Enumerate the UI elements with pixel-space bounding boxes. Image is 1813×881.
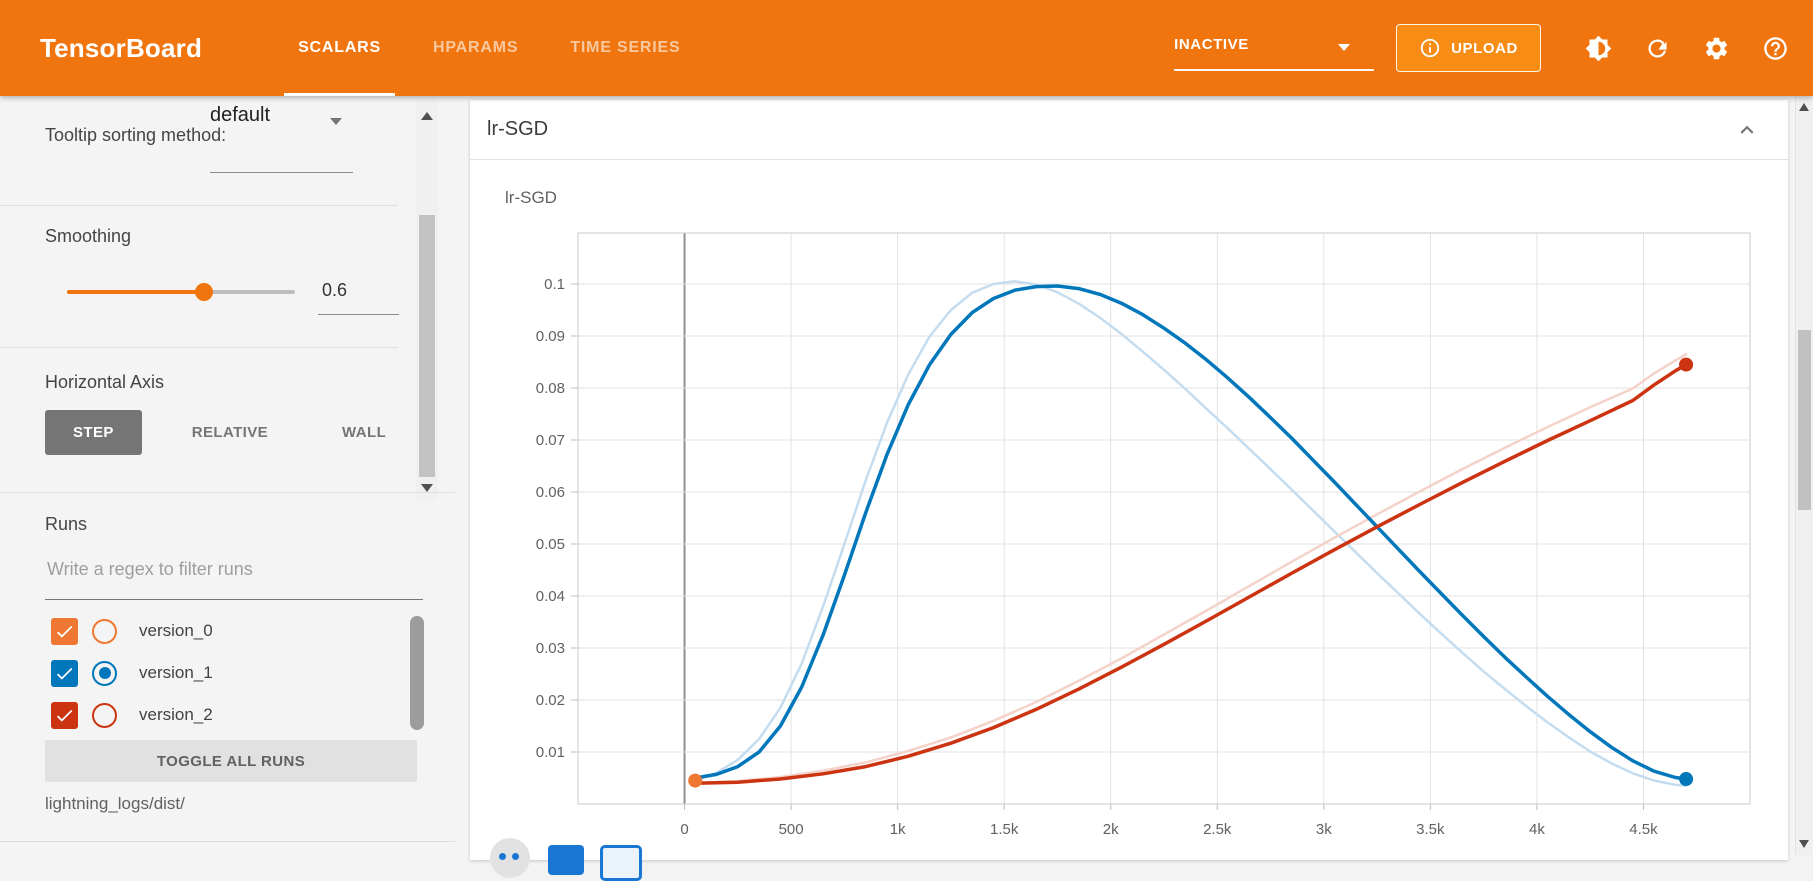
svg-text:2.5k: 2.5k	[1203, 821, 1232, 838]
svg-text:3.5k: 3.5k	[1416, 821, 1445, 838]
run-checkbox[interactable]	[51, 659, 78, 687]
smoothing-slider-thumb[interactable]	[194, 283, 213, 301]
toggle-all-runs-button[interactable]: TOGGLE ALL RUNS	[45, 740, 417, 782]
runs-scrollbar-thumb[interactable]	[410, 616, 424, 730]
scroll-up-icon[interactable]	[421, 112, 433, 120]
svg-text:4.5k: 4.5k	[1629, 821, 1658, 838]
runs-filter-input[interactable]	[45, 558, 427, 581]
refresh-icon[interactable]	[1644, 35, 1671, 62]
logdir-path: lightning_logs/dist/	[45, 794, 185, 813]
scroll-down-icon[interactable]	[1799, 840, 1809, 848]
scalar-group-card: lr-SGD lr-SGD 0 500 1k 1.5k 2k 2.5k 3k 3.5k 4k 4.…	[470, 100, 1788, 881]
info-icon	[1419, 37, 1441, 59]
scrollbar-thumb[interactable]	[1798, 330, 1811, 510]
svg-text:500: 500	[779, 821, 804, 838]
tab-hparams[interactable]: HPARAMS	[433, 39, 519, 56]
run-radio[interactable]	[92, 660, 117, 686]
expand-card-icon[interactable]	[548, 845, 584, 875]
app-logo: TensorBoard	[40, 32, 203, 63]
brightness-icon[interactable]	[1585, 35, 1612, 62]
help-icon[interactable]	[1762, 35, 1789, 62]
fit-domain-icon[interactable]	[600, 845, 642, 881]
horizontal-axis-toggle: STEP RELATIVE WALL	[45, 410, 410, 455]
svg-text:0.05: 0.05	[536, 536, 565, 553]
axis-relative-button[interactable]: RELATIVE	[191, 424, 269, 441]
horizontal-axis-label: Horizontal Axis	[45, 372, 165, 392]
chevron-down-icon[interactable]	[330, 118, 342, 125]
svg-text:0.07: 0.07	[536, 432, 565, 449]
axis-step-button[interactable]: STEP	[45, 410, 142, 455]
svg-text:1k: 1k	[890, 821, 906, 838]
smoothing-slider[interactable]	[67, 283, 295, 301]
scrollbar-thumb[interactable]	[419, 215, 435, 477]
app-header: TensorBoard SCALARS HPARAMS TIME SERIES …	[0, 0, 1813, 96]
axis-wall-button[interactable]: WALL	[342, 424, 387, 441]
card-actions	[490, 838, 642, 881]
svg-text:4k: 4k	[1529, 821, 1545, 838]
svg-text:0.09: 0.09	[536, 328, 565, 345]
settings-gear-icon[interactable]	[1703, 35, 1730, 62]
svg-text:0.03: 0.03	[536, 640, 565, 657]
collapse-chevron-up-icon[interactable]	[1734, 117, 1760, 143]
svg-text:1.5k: 1.5k	[990, 821, 1019, 838]
tab-scalars[interactable]: SCALARS	[272, 0, 407, 96]
upload-button-label: UPLOAD	[1451, 39, 1518, 57]
divider	[0, 205, 398, 206]
divider	[0, 347, 398, 348]
run-radio[interactable]	[92, 702, 117, 728]
scroll-up-icon[interactable]	[1799, 103, 1809, 111]
run-row-version-2[interactable]: version_2	[51, 701, 213, 729]
status-dropdown-value: INACTIVE	[1174, 36, 1249, 53]
scroll-down-icon[interactable]	[421, 484, 433, 492]
run-row-version-1[interactable]: version_1	[51, 659, 213, 687]
active-tab-underline	[284, 93, 396, 96]
svg-text:0: 0	[680, 821, 688, 838]
svg-text:2k: 2k	[1103, 821, 1119, 838]
status-dropdown[interactable]: INACTIVE	[1174, 0, 1375, 96]
svg-text:0.01: 0.01	[536, 744, 565, 761]
page-scrollbar[interactable]	[1795, 96, 1813, 855]
pin-card-icon[interactable]	[490, 838, 530, 878]
chevron-down-icon	[1338, 44, 1351, 51]
main-tabs: SCALARS HPARAMS TIME SERIES	[272, 0, 706, 96]
tooltip-sorting-label: Tooltip sorting method:	[45, 125, 227, 145]
runs-label: Runs	[45, 514, 88, 534]
settings-scrollbar[interactable]	[416, 100, 438, 500]
smoothing-slider-fill	[67, 290, 204, 294]
smoothing-value[interactable]: 0.6	[322, 280, 348, 300]
run-checkbox[interactable]	[51, 617, 78, 645]
run-radio[interactable]	[92, 618, 117, 644]
upload-button[interactable]: UPLOAD	[1396, 24, 1541, 72]
svg-text:0.08: 0.08	[536, 380, 565, 397]
svg-text:0.04: 0.04	[536, 588, 565, 605]
smoothing-label: Smoothing	[45, 226, 132, 246]
svg-text:0.02: 0.02	[536, 692, 565, 709]
svg-text:0.06: 0.06	[536, 484, 565, 501]
group-title: lr-SGD	[487, 118, 549, 140]
run-checkbox[interactable]	[51, 701, 78, 729]
header-right: INACTIVE UPLOAD	[1174, 0, 1813, 96]
run-row-version-0[interactable]: version_0	[51, 617, 213, 645]
group-header[interactable]: lr-SGD	[470, 100, 1788, 160]
scalar-chart-svg[interactable]: 0 500 1k 1.5k 2k 2.5k 3k 3.5k 4k 4.5k 0.01 0.02 0.03…	[505, 218, 1775, 843]
divider	[0, 492, 455, 493]
tooltip-sorting-select[interactable]: default	[210, 104, 271, 126]
tab-time-series[interactable]: TIME SERIES	[570, 39, 681, 56]
chart-title: lr-SGD	[505, 188, 557, 207]
divider	[0, 841, 455, 842]
svg-text:0.1: 0.1	[544, 276, 565, 293]
svg-text:3k: 3k	[1316, 821, 1332, 838]
settings-sidebar: Tooltip sorting method: default Smoothin…	[0, 96, 468, 855]
